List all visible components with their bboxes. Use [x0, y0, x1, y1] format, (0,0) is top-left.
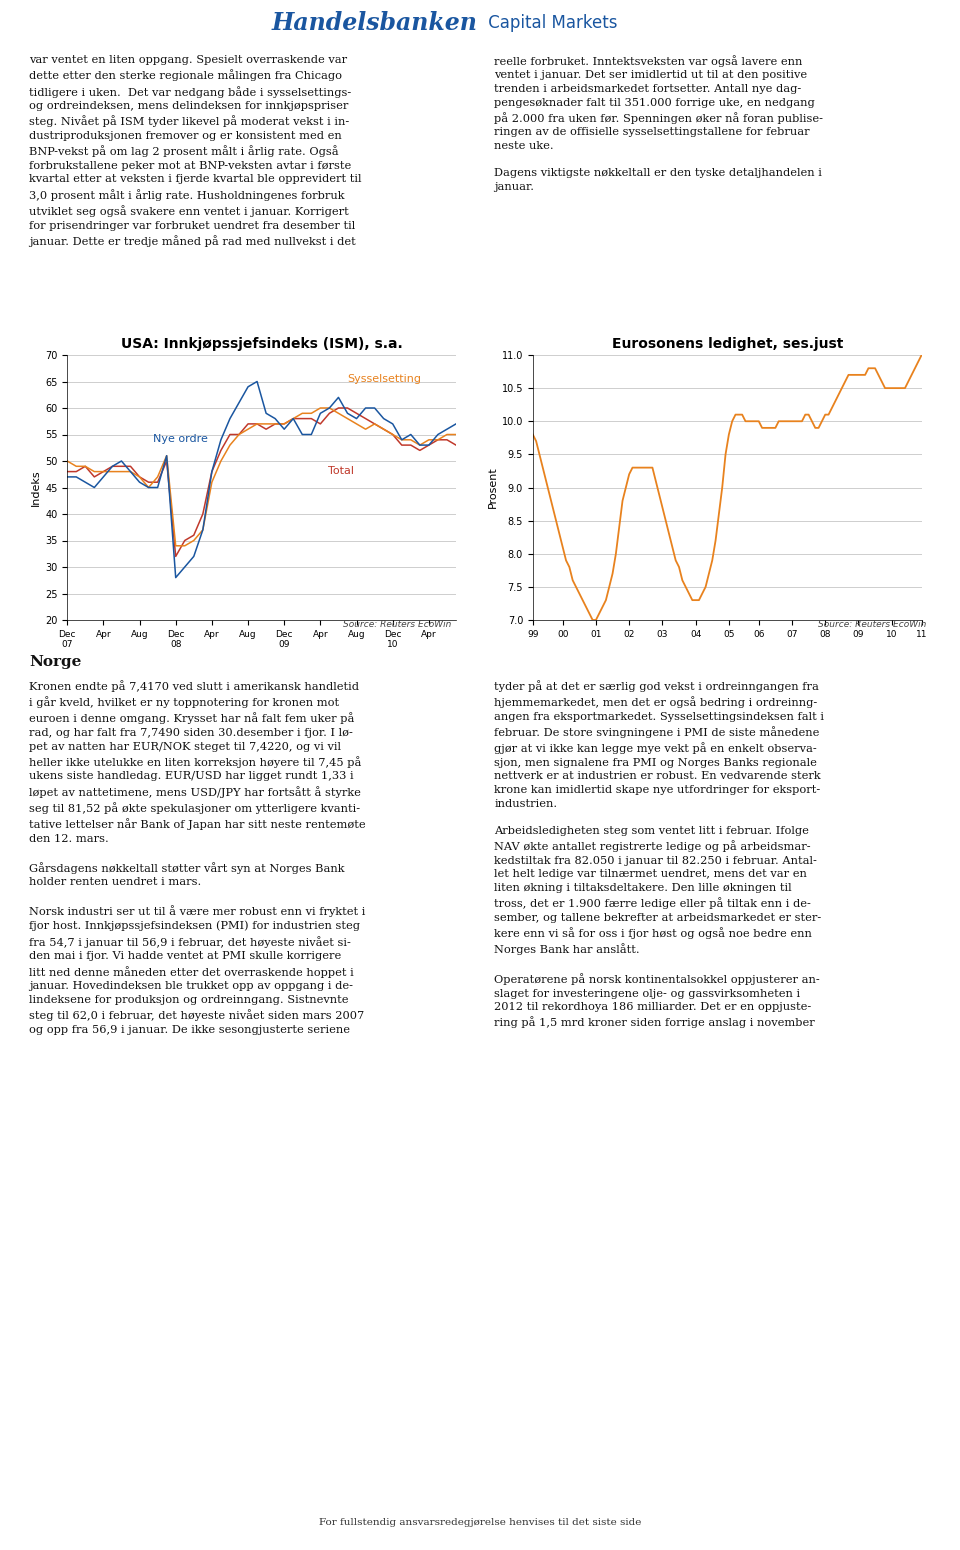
Text: tyder på at det er særlig god vekst i ordreinngangen fra
hjemmemarkedet, men det: tyder på at det er særlig god vekst i or…	[494, 680, 825, 1029]
Text: reelle forbruket. Inntektsveksten var også lavere enn
ventet i januar. Det ser i: reelle forbruket. Inntektsveksten var og…	[494, 54, 824, 192]
Text: Kronen endte på 7,4170 ved slutt i amerikansk handletid
i går kveld, hvilket er : Kronen endte på 7,4170 ved slutt i ameri…	[29, 680, 366, 1034]
Text: Norge: Norge	[29, 656, 82, 670]
Text: Capital Markets: Capital Markets	[483, 14, 617, 31]
Text: var ventet en liten oppgang. Spesielt overraskende var
dette etter den sterke re: var ventet en liten oppgang. Spesielt ov…	[29, 54, 361, 246]
Y-axis label: Indeks: Indeks	[31, 470, 41, 505]
Title: USA: Innkjøpssjefsindeks (ISM), s.a.: USA: Innkjøpssjefsindeks (ISM), s.a.	[121, 336, 402, 350]
Text: For fullstendig ansvarsredegjørelse henvises til det siste side: For fullstendig ansvarsredegjørelse henv…	[319, 1517, 641, 1527]
Text: Handelsbanken: Handelsbanken	[272, 11, 477, 34]
Y-axis label: Prosent: Prosent	[488, 467, 497, 508]
Text: Sysselsetting: Sysselsetting	[348, 374, 421, 383]
Text: Nye ordre: Nye ordre	[153, 434, 207, 445]
Title: Eurosonens ledighet, ses.just: Eurosonens ledighet, ses.just	[612, 336, 843, 350]
Text: Total: Total	[327, 467, 353, 476]
Text: Source: Reuters EcoWin: Source: Reuters EcoWin	[818, 620, 926, 629]
Text: Source: Reuters EcoWin: Source: Reuters EcoWin	[343, 620, 451, 629]
